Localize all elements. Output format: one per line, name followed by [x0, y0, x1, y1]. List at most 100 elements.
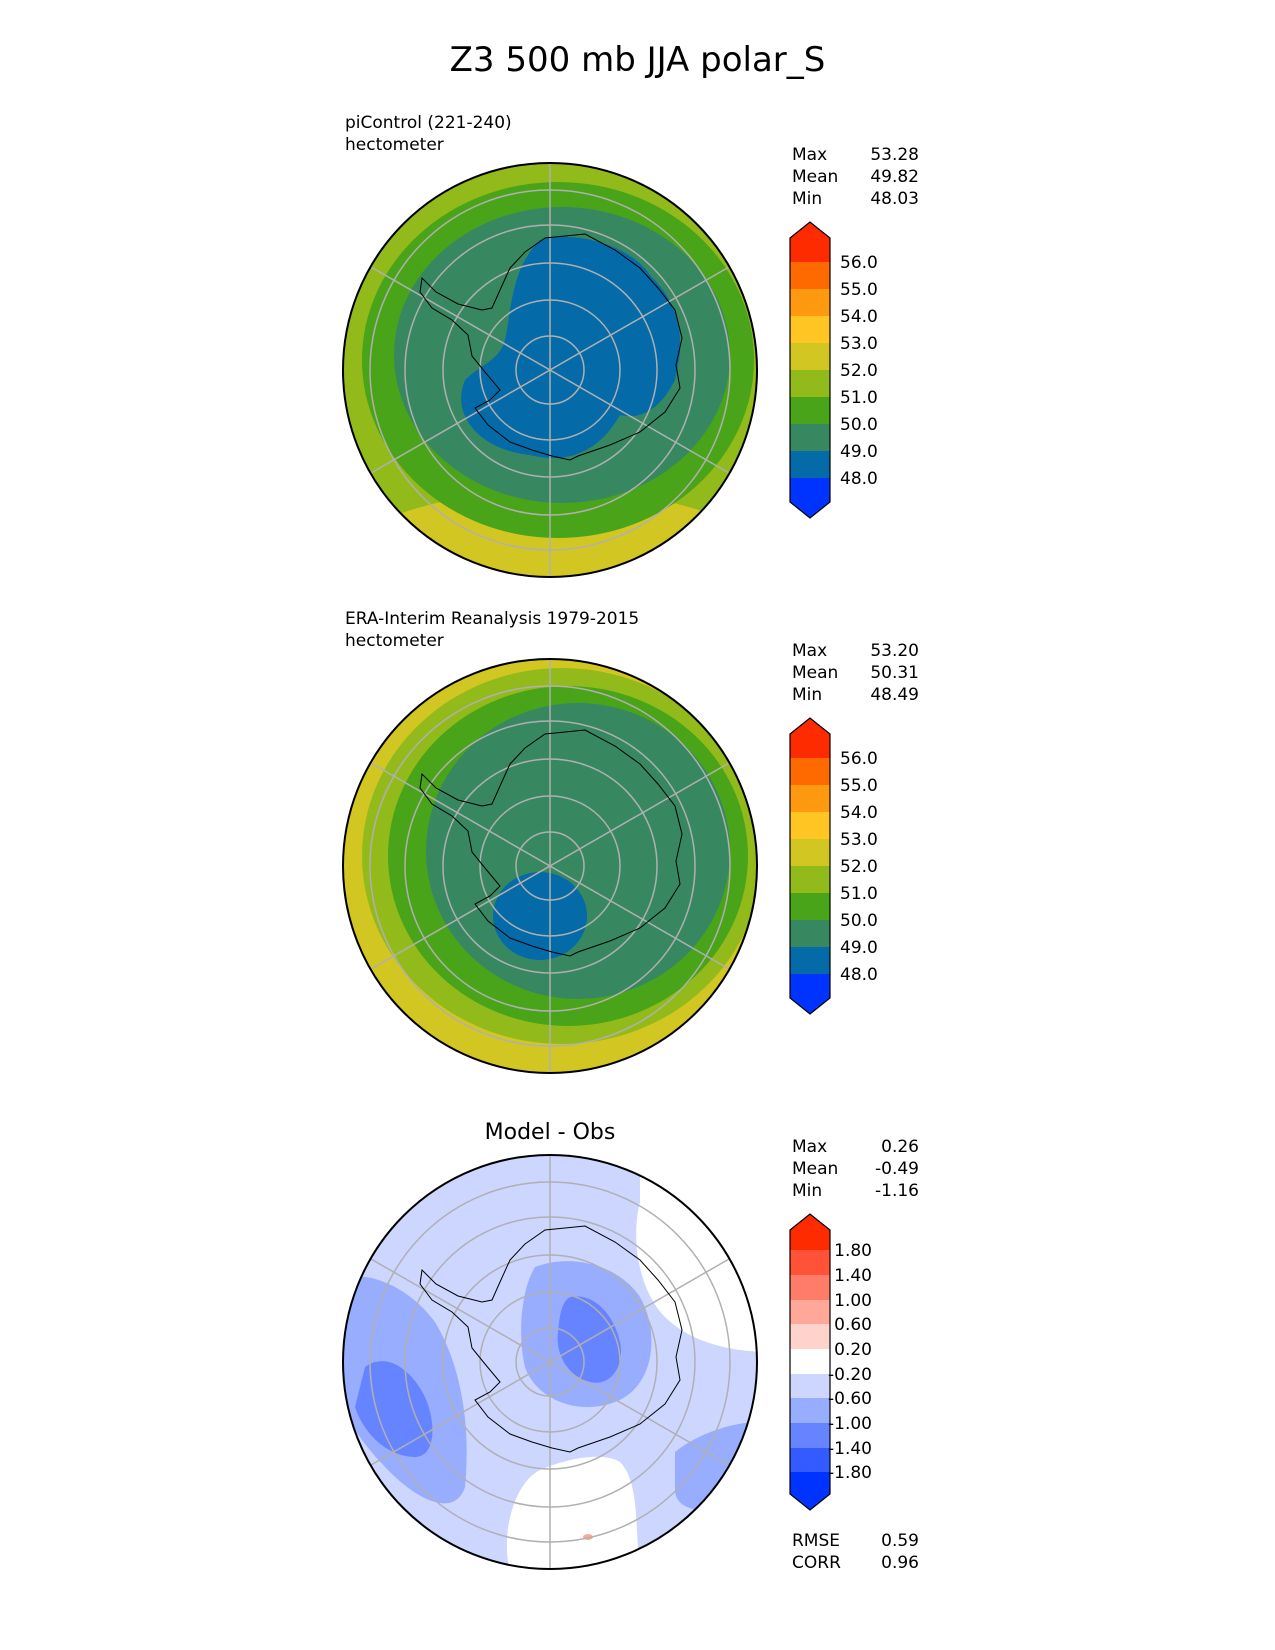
map-boundary	[342, 1154, 758, 1570]
stat-row: Min -1.16	[792, 1181, 919, 1201]
colorbar-swatch	[790, 893, 830, 920]
panel2-stats: Max 53.20 Mean 50.31 Min 48.49	[792, 640, 919, 706]
colorbar-swatch	[790, 1472, 830, 1510]
colorbar-outline	[789, 717, 831, 1015]
panel2-label: ERA-Interim Reanalysis 1979-2015 hectome…	[345, 608, 639, 652]
map-boundary	[342, 658, 758, 1074]
colorbar-swatch	[790, 424, 830, 451]
colorbar-tick-label: 51.0	[840, 388, 878, 408]
map-gridlines	[369, 659, 731, 1073]
colorbar-tick-label: 0.20	[834, 1340, 872, 1360]
colorbar-swatch	[790, 920, 830, 947]
colorbar-tick-label: -1.00	[828, 1414, 872, 1434]
colorbar-swatch	[790, 974, 830, 1014]
colorbar-tick-label: 1.80	[834, 1241, 872, 1261]
colorbar-outline	[789, 221, 831, 519]
panel2-colorbar: 56.0 55.0 54.0 53.0 52.0 51.0 50.0 49.0 …	[789, 717, 878, 1015]
panel3-stats: Max 0.26 Mean -0.49 Min -1.16	[792, 1136, 919, 1202]
colorbar-swatch	[790, 839, 830, 866]
diff-fill	[506, 1456, 640, 1569]
colorbar-swatch	[790, 478, 830, 518]
colorbar-swatch	[790, 866, 830, 893]
colorbar-tick-label: -1.40	[828, 1439, 872, 1459]
stat-row: Mean 49.82	[792, 167, 919, 187]
panel2-case-name: ERA-Interim Reanalysis 1979-2015	[345, 609, 640, 629]
panel3-metrics: RMSE 0.59 CORR 0.96	[792, 1530, 919, 1574]
colorbar-tick-label: 55.0	[840, 280, 878, 300]
colorbar-swatch	[790, 1349, 830, 1374]
colorbar-swatch	[790, 222, 830, 262]
panel1-colorbar: 56.0 55.0 54.0 53.0 52.0 51.0 50.0 49.0 …	[789, 221, 878, 519]
colorbar-tick-label: 56.0	[840, 749, 878, 769]
stat-row: Max 53.20	[792, 641, 919, 661]
stat-row: Mean -0.49	[792, 1159, 919, 1179]
field-fill	[493, 872, 587, 960]
colorbar-swatch	[790, 758, 830, 785]
colorbar-swatch	[790, 1398, 830, 1423]
colorbar-tick-labels: 1.80 1.40 1.00 0.60 0.20 -0.20 -0.60 -1.…	[828, 1241, 872, 1483]
colorbar-swatch	[790, 262, 830, 289]
colorbar-swatch	[790, 1214, 830, 1250]
panel3-polar-map	[342, 1154, 758, 1570]
stat-row: Max 53.28	[792, 145, 919, 165]
colorbar-swatch	[790, 1423, 830, 1448]
colorbar-tick-label: 52.0	[840, 361, 878, 381]
field-fill	[461, 236, 681, 459]
colorbar-tick-label: 56.0	[840, 253, 878, 273]
colorbar-swatches	[789, 717, 831, 1015]
colorbar-swatch	[790, 785, 830, 812]
colorbar-tick-label: -0.60	[828, 1389, 872, 1409]
figure-title: Z3 500 mb JJA polar_S	[449, 40, 826, 80]
colorbar-swatch	[790, 947, 830, 974]
colorbar-swatches	[789, 1213, 831, 1511]
antarctica-coastline	[419, 233, 683, 461]
panel1-polar-map	[342, 162, 758, 578]
stat-row: Mean 50.31	[792, 663, 919, 683]
colorbar-swatch	[790, 397, 830, 424]
colorbar-tick-label: 51.0	[840, 884, 878, 904]
colorbar-tick-label: 50.0	[840, 415, 878, 435]
colorbar-outline	[789, 1213, 831, 1511]
colorbar-swatch	[790, 289, 830, 316]
panel2-polar-map	[342, 658, 758, 1074]
colorbar-tick-label: 54.0	[840, 803, 878, 823]
colorbar-swatch	[790, 1324, 830, 1349]
colorbar-tick-label: 1.00	[834, 1291, 872, 1311]
panel1-stats: Max 53.28 Mean 49.82 Min 48.03	[792, 144, 919, 210]
metric-row: RMSE 0.59	[792, 1531, 919, 1551]
colorbar-tick-label: 53.0	[840, 334, 878, 354]
panel1-units: hectometer	[345, 135, 444, 155]
stat-row: Min 48.49	[792, 685, 919, 705]
colorbar-swatch	[790, 1300, 830, 1324]
colorbar-tick-label: 49.0	[840, 442, 878, 462]
colorbar-tick-labels: 56.0 55.0 54.0 53.0 52.0 51.0 50.0 49.0 …	[840, 253, 878, 489]
colorbar-swatch	[790, 1250, 830, 1275]
antarctica-coastline	[419, 729, 683, 957]
colorbar-tick-label: 52.0	[840, 857, 878, 877]
colorbar-tick-label: 48.0	[840, 469, 878, 489]
metric-row: CORR 0.96	[792, 1553, 919, 1573]
map-gridlines	[369, 163, 731, 577]
colorbar-tick-label: 50.0	[840, 911, 878, 931]
colorbar-tick-label: 55.0	[840, 776, 878, 796]
colorbar-swatch	[790, 812, 830, 839]
colorbar-tick-label: 54.0	[840, 307, 878, 327]
colorbar-swatch	[790, 370, 830, 397]
diff-fill	[355, 1361, 433, 1457]
antarctica-coastline	[419, 1225, 683, 1453]
colorbar-tick-label: 53.0	[840, 830, 878, 850]
colorbar-tick-label: -0.20	[828, 1365, 872, 1385]
map-boundary	[342, 162, 758, 578]
colorbar-tick-labels: 56.0 55.0 54.0 53.0 52.0 51.0 50.0 49.0 …	[840, 749, 878, 985]
panel3-title: Model - Obs	[484, 1120, 616, 1145]
map-gridlines	[369, 1155, 731, 1569]
stat-row: Max 0.26	[792, 1137, 919, 1157]
colorbar-tick-label: 49.0	[840, 938, 878, 958]
colorbar-tick-label: 1.40	[834, 1266, 872, 1286]
colorbar-swatch	[790, 1374, 830, 1398]
colorbar-swatch	[790, 1275, 830, 1300]
panel1-case-name: piControl (221-240)	[345, 113, 512, 133]
colorbar-tick-label: 48.0	[840, 965, 878, 985]
stat-row: Min 48.03	[792, 189, 919, 209]
colorbar-swatch	[790, 316, 830, 343]
